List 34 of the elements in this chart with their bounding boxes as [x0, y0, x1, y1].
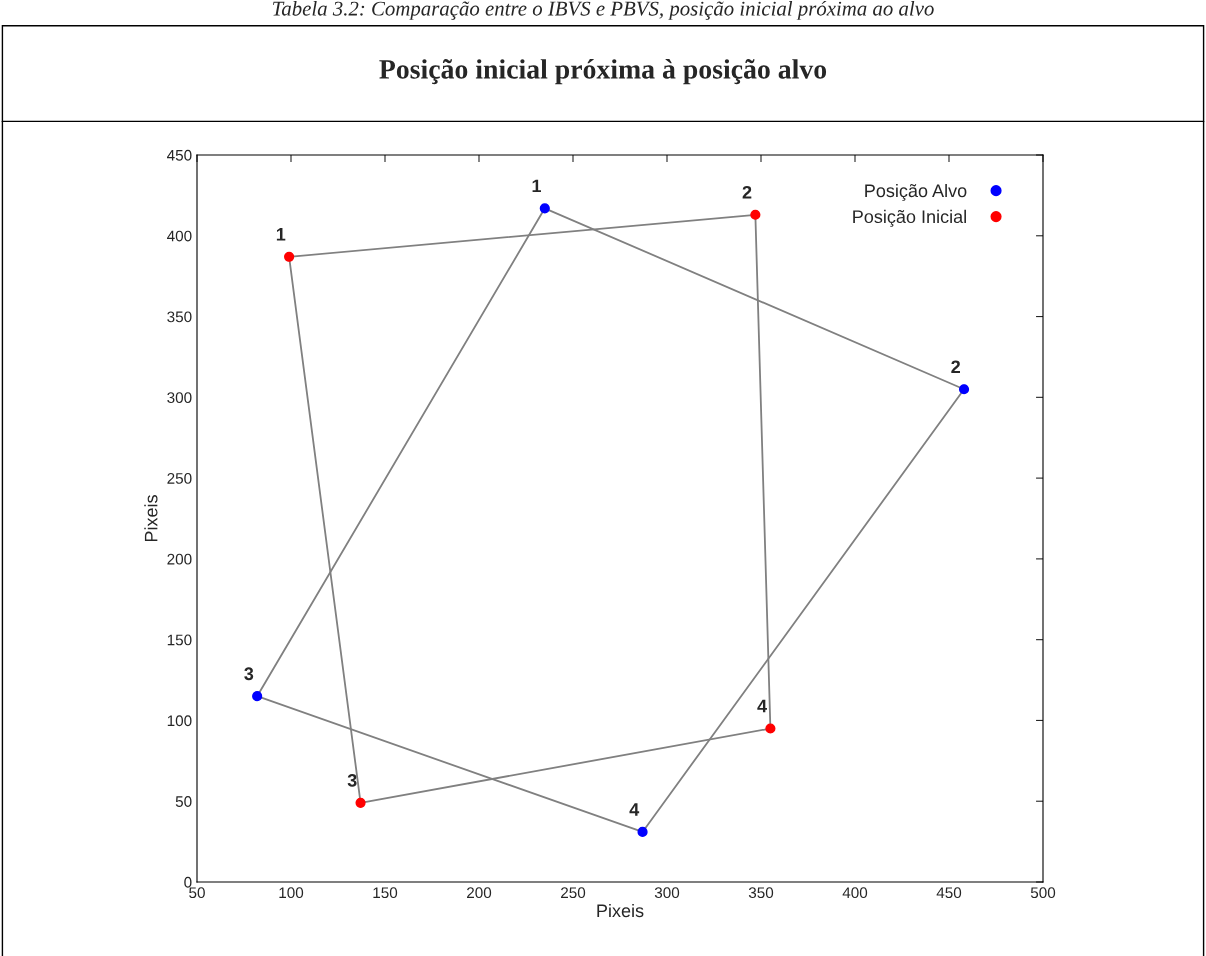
x-tick-label: 100	[279, 887, 304, 899]
y-tick-label: 400	[167, 230, 192, 242]
y-tick-label: 450	[167, 149, 192, 161]
y-axis-title: Pixeis	[144, 495, 158, 542]
y-tick-label: 150	[167, 634, 192, 646]
chart-subtitle: Tabela 3.2: Comparação entre o IBVS e PBVS, posição inicial próxima ao alvo	[273, 0, 934, 20]
x-tick-label: 150	[373, 887, 398, 899]
x-tick-label: 200	[467, 887, 492, 899]
legend-label: Posição Alvo	[865, 183, 967, 201]
y-tick-label: 0	[184, 876, 192, 888]
y-tick-label: 300	[167, 392, 192, 404]
legend-label: Posição Inicial	[853, 209, 966, 227]
x-tick-label: 500	[1030, 887, 1056, 899]
x-tick-label: 50	[189, 887, 205, 899]
y-tick-label: 350	[167, 311, 192, 323]
y-tick-label: 250	[167, 472, 192, 484]
annotation: 4	[629, 803, 640, 816]
x-tick-label: 300	[654, 887, 680, 899]
x-tick-label: 450	[936, 887, 962, 899]
x-axis-title: Pixeis	[597, 903, 644, 918]
chart-title: Posição inicial próxima à posição alvo	[379, 59, 827, 85]
x-tick-label: 250	[561, 887, 586, 899]
annotation: 2	[742, 185, 752, 199]
y-tick-label: 50	[175, 796, 192, 807]
x-tick-label: 350	[748, 887, 774, 899]
annotation: 3	[244, 667, 254, 681]
y-tick-label: 200	[167, 553, 192, 565]
annotation: 1	[276, 228, 286, 241]
x-tick-label: 400	[842, 887, 868, 899]
annotation: 1	[532, 179, 541, 193]
annotation: 4	[757, 699, 767, 713]
y-tick-label: 100	[167, 715, 192, 727]
annotation: 3	[347, 773, 357, 787]
annotation: 2	[951, 360, 960, 374]
